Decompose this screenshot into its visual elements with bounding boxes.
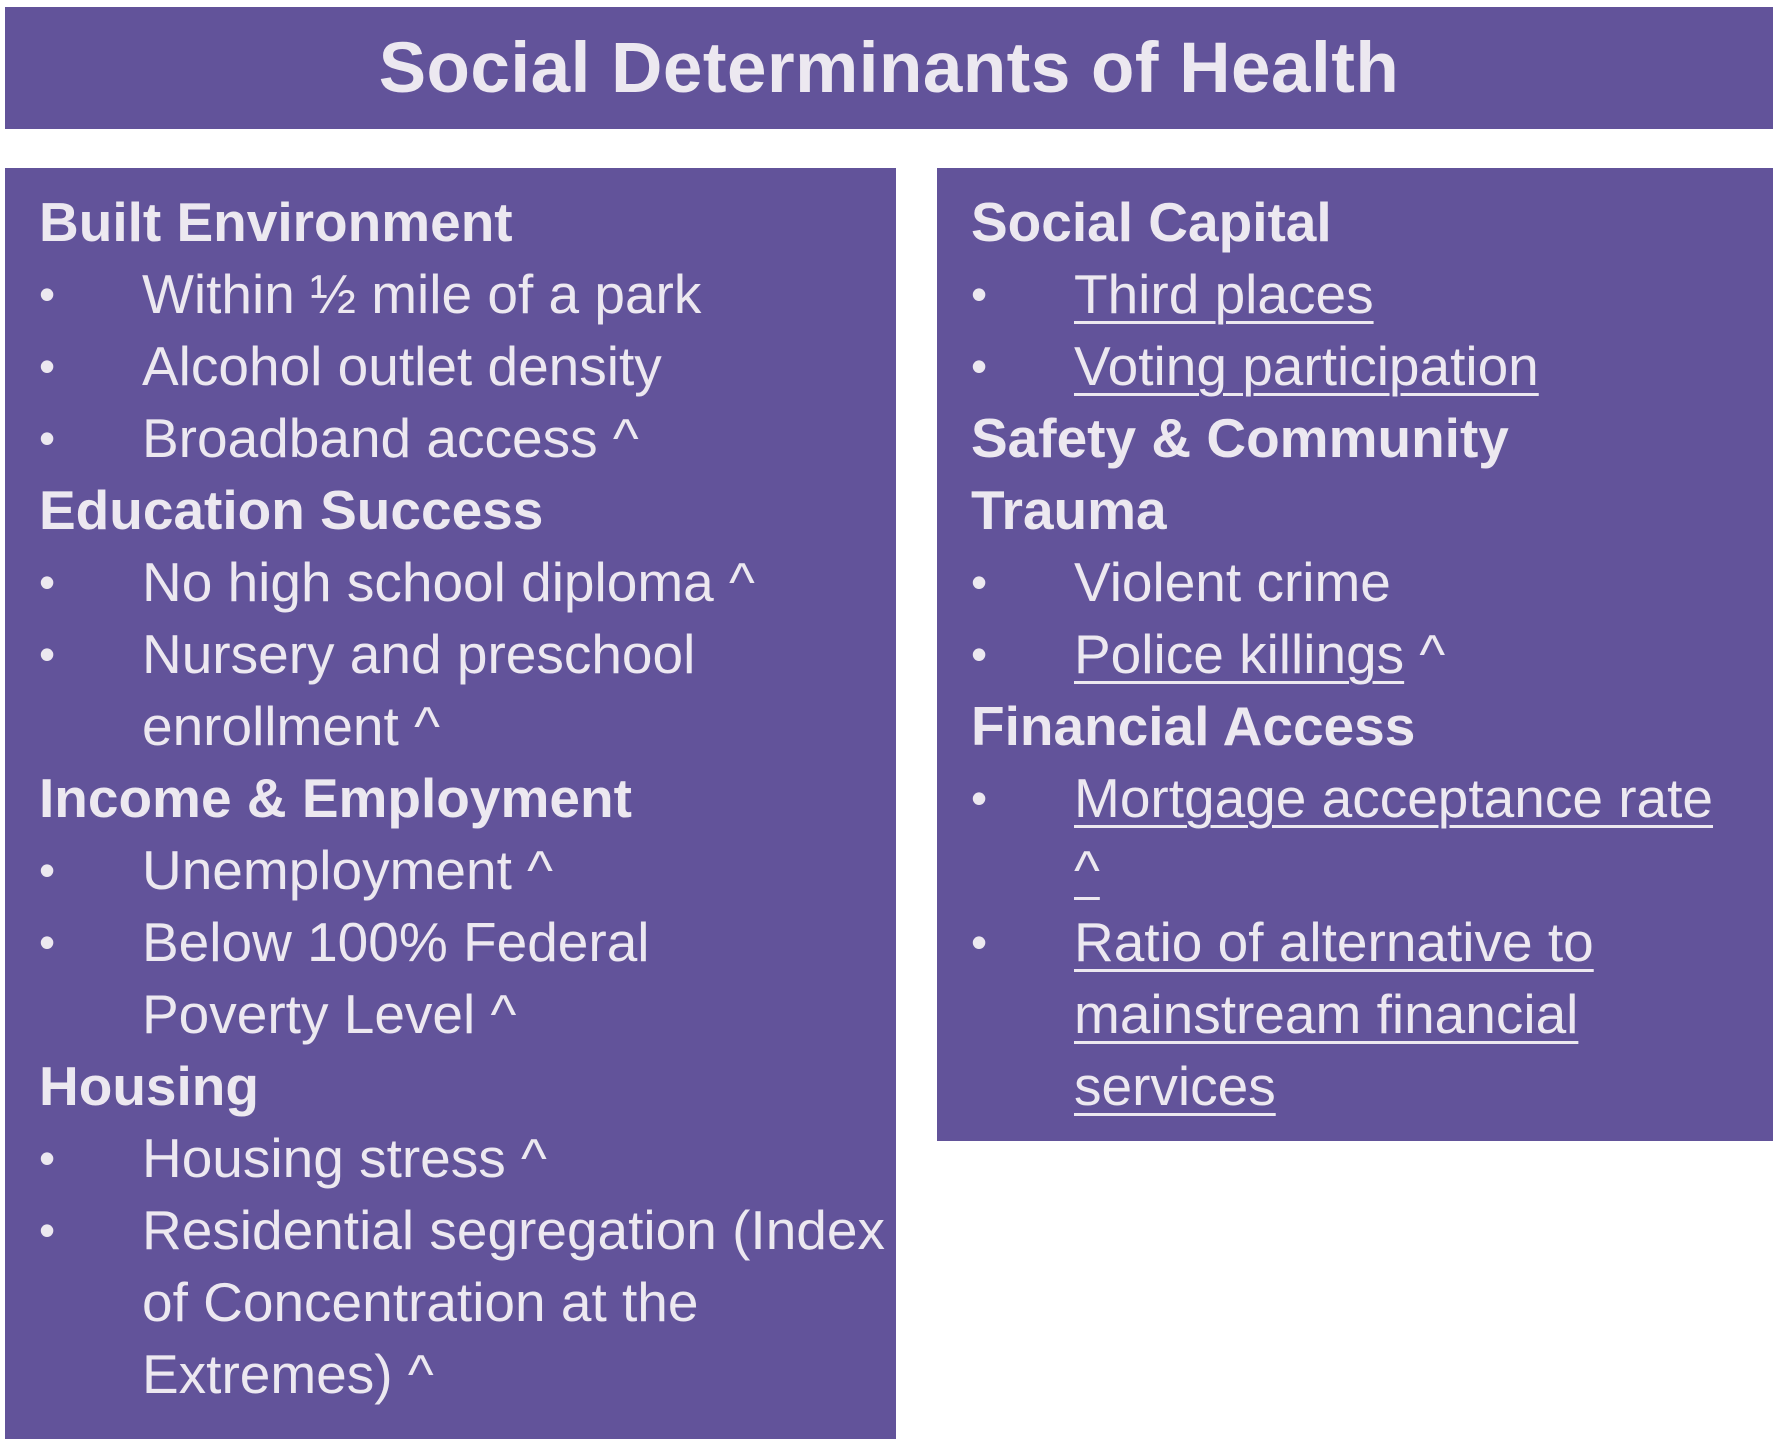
list-item: • Broadband access ^ (39, 402, 882, 474)
list-item: • Unemployment ^ (39, 834, 882, 906)
education-success-list: • No high school diploma ^ • Nursery and p… (39, 546, 896, 762)
bullet-icon: • (971, 628, 988, 680)
social-capital-list: • Third places • Voting participation (971, 258, 1773, 402)
bullet-icon: • (971, 556, 988, 608)
safety-community-trauma-list: • Violent crime • Police killings ^ (971, 546, 1773, 690)
built-environment-list: • Within ½ mile of a park • Alcohol outlet… (39, 258, 896, 474)
list-item: • Housing stress ^ (39, 1122, 882, 1194)
list-item: • No high school diploma ^ (39, 546, 882, 618)
title-bar: Social Determinants of Health (5, 7, 1773, 129)
list-item: • Within ½ mile of a park (39, 258, 882, 330)
item-text: Violent crime (1074, 551, 1391, 613)
item-text: Broadband access ^ (142, 407, 639, 469)
section-heading-financial-access: Financial Access (971, 695, 1416, 757)
list-item: • Voting participation (971, 330, 1714, 402)
voting-participation-link[interactable]: Voting participation (1074, 335, 1539, 397)
item-text: Alcohol outlet density (142, 335, 662, 397)
item-text: Within ½ mile of a park (142, 263, 702, 325)
list-item: • Mortgage acceptance rate ^ (971, 762, 1714, 906)
section-heading-income-employment: Income & Employment (39, 767, 632, 829)
section-heading-housing: Housing (39, 1055, 259, 1117)
list-item: • Nursery and preschool enrollment ^ (39, 618, 802, 762)
section-heading-education-success: Education Success (39, 479, 544, 541)
list-item: • Ratio of alternative to mainstream fina… (971, 906, 1714, 1122)
section-heading-built-environment: Built Environment (39, 191, 513, 253)
income-employment-list: • Unemployment ^ • Below 100% Federal Pove… (39, 834, 896, 1050)
bullet-icon: • (39, 556, 56, 608)
financial-access-list: • Mortgage acceptance rate ^ • Ratio of al… (971, 762, 1773, 1122)
police-killings-link[interactable]: Police killings (1074, 623, 1405, 685)
bullet-icon: • (971, 268, 988, 320)
item-text: No high school diploma ^ (142, 551, 755, 613)
bullet-icon: • (39, 628, 56, 680)
list-item: • Violent crime (971, 546, 1714, 618)
left-column-box: Built Environment • Within ½ mile of a pa… (5, 168, 896, 1439)
bullet-icon: • (971, 772, 988, 824)
item-text: Residential segregation (Index of Concen… (142, 1199, 885, 1405)
right-column-box: Social Capital • Third places • Voting par… (937, 168, 1773, 1141)
bullet-icon: • (39, 1132, 56, 1184)
mortgage-acceptance-rate-link[interactable]: Mortgage acceptance rate ^ (1074, 767, 1713, 901)
list-item: • Residential segregation (Index of Conce… (39, 1194, 887, 1410)
item-text: Unemployment ^ (142, 839, 553, 901)
bullet-icon: • (971, 340, 988, 392)
bullet-icon: • (39, 340, 56, 392)
bullet-icon: • (39, 268, 56, 320)
item-text: Housing stress ^ (142, 1127, 547, 1189)
list-item: • Third places (971, 258, 1714, 330)
page-title: Social Determinants of Health (378, 28, 1400, 108)
bullet-icon: • (39, 844, 56, 896)
list-item: • Below 100% Federal Poverty Level ^ (39, 906, 782, 1050)
housing-list: • Housing stress ^ • Residential segregati… (39, 1122, 896, 1410)
third-places-link[interactable]: Third places (1074, 263, 1374, 325)
section-heading-safety-community-trauma: Safety & Community Trauma (971, 407, 1509, 541)
list-item: • Police killings ^ (971, 618, 1714, 690)
bullet-icon: • (39, 1204, 56, 1256)
item-text: Nursery and preschool enrollment ^ (142, 623, 696, 757)
bullet-icon: • (39, 916, 56, 968)
item-text: Below 100% Federal Poverty Level ^ (142, 911, 650, 1045)
alternative-financial-services-link[interactable]: Ratio of alternative to mainstream finan… (1074, 911, 1594, 1117)
list-item: • Alcohol outlet density (39, 330, 882, 402)
section-heading-social-capital: Social Capital (971, 191, 1332, 253)
bullet-icon: • (971, 916, 988, 968)
bullet-icon: • (39, 412, 56, 464)
item-suffix: ^ (1404, 623, 1446, 685)
